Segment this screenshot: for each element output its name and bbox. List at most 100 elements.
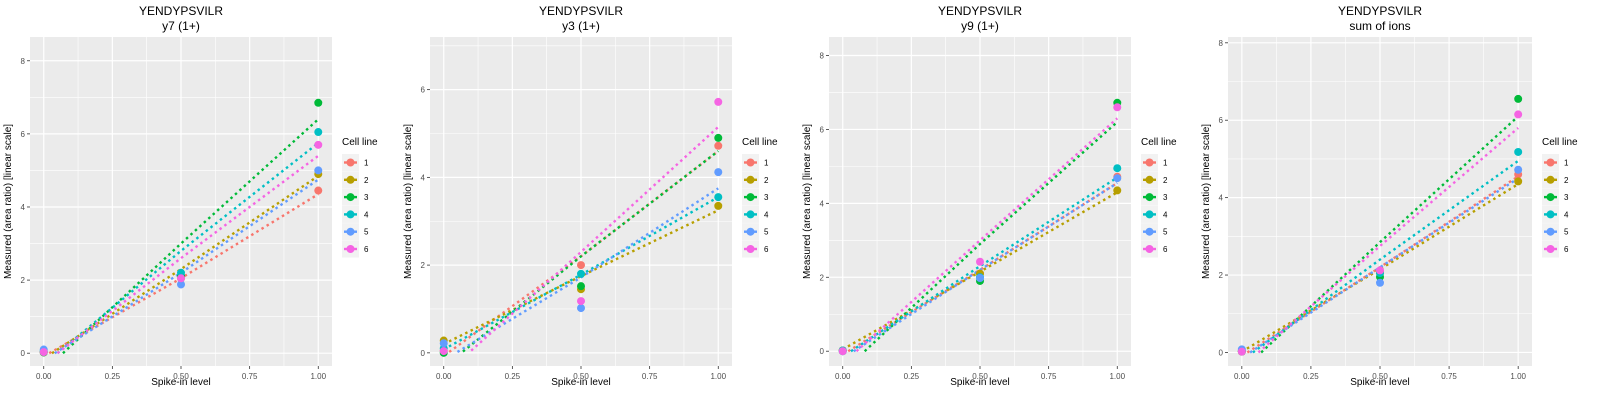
- legend-label-cell-line-2: 2: [764, 176, 769, 185]
- x-tick-label: 0.50: [972, 372, 988, 381]
- legend-key-point: [1546, 210, 1555, 219]
- legend-label-cell-line-3: 3: [364, 193, 369, 202]
- data-point-cell-line-3: [1514, 94, 1523, 103]
- x-tick-label: 0.75: [242, 372, 258, 381]
- legend-label-cell-line-5: 5: [364, 228, 369, 237]
- y-tick-label: 8: [1219, 39, 1224, 48]
- data-point-cell-line-5: [1376, 278, 1384, 287]
- legend-key-point: [1546, 175, 1555, 184]
- data-point-cell-line-5: [577, 304, 585, 313]
- y-tick-label: 0: [21, 349, 26, 358]
- legend-label-cell-line-6: 6: [764, 245, 769, 254]
- x-axis-label: Spike-in level: [950, 377, 1009, 388]
- legend-key-point: [1145, 227, 1154, 236]
- data-point-cell-line-4: [577, 269, 585, 278]
- legend-key-point: [746, 175, 755, 184]
- x-tick-label: 0.50: [173, 372, 189, 381]
- data-point-cell-line-6: [1113, 103, 1122, 112]
- legend-key-point: [746, 193, 755, 202]
- legend-key-point: [1546, 245, 1555, 253]
- y-tick-label: 2: [1219, 271, 1224, 280]
- legend-key-point: [746, 210, 755, 219]
- legend-title: Cell line: [1542, 137, 1578, 148]
- data-point-cell-line-6: [39, 348, 48, 357]
- legend-key-point: [1145, 245, 1154, 253]
- legend-label-cell-line-1: 1: [1163, 159, 1168, 168]
- x-tick-label: 1.00: [1510, 372, 1526, 381]
- fit-line-cell-line-5: [54, 178, 319, 355]
- legend-label-cell-line-1: 1: [1564, 159, 1569, 168]
- data-point-cell-line-1: [577, 261, 585, 270]
- legend-key-point: [1145, 158, 1154, 167]
- y-tick-label: 4: [21, 203, 26, 212]
- plot-marks: [1237, 94, 1523, 356]
- legend-label-cell-line-2: 2: [1163, 176, 1168, 185]
- data-point-cell-line-5: [1514, 165, 1523, 174]
- data-point-cell-line-6: [177, 274, 185, 283]
- x-tick-label: 1.00: [1109, 372, 1125, 381]
- data-point-cell-line-2: [714, 201, 723, 210]
- data-point-cell-line-3: [577, 282, 585, 291]
- legend-title: Cell line: [742, 137, 778, 148]
- legend-key-point: [346, 245, 355, 253]
- y-tick-label: 4: [820, 199, 825, 208]
- legend-label-cell-line-3: 3: [1564, 193, 1569, 202]
- legend-label-cell-line-6: 6: [1163, 245, 1168, 254]
- data-point-cell-line-6: [838, 347, 847, 356]
- fit-line-cell-line-5: [1249, 177, 1519, 354]
- data-point-cell-line-1: [714, 141, 723, 150]
- y-tick-label: 0: [820, 347, 825, 356]
- plot-marks: [439, 97, 723, 357]
- data-point-cell-line-6: [1376, 266, 1384, 275]
- x-axis-label: Spike-in level: [151, 377, 210, 388]
- x-tick-label: 0.25: [1303, 372, 1319, 381]
- legend-key-point: [1546, 193, 1555, 202]
- data-point-cell-line-5: [439, 339, 448, 348]
- fit-line-cell-line-3: [863, 121, 1119, 353]
- data-point-cell-line-4: [1113, 164, 1122, 173]
- x-tick-label: 0.50: [573, 372, 589, 381]
- x-axis-label: Spike-in level: [551, 377, 610, 388]
- legend-title: Cell line: [342, 137, 378, 148]
- y-tick-label: 6: [421, 86, 426, 95]
- legend-key-point: [1546, 158, 1555, 167]
- data-point-cell-line-5: [714, 168, 723, 177]
- legend-label-cell-line-1: 1: [764, 159, 769, 168]
- panel-4: 0.00 0.25 0.50 0.75 1.00 0 2 4 6 8 YENDYPSVILRsum …: [1201, 4, 1578, 388]
- y-axis-label: Measured (area ratio) [linear scale]: [802, 124, 813, 279]
- x-tick-label: 0.25: [904, 372, 920, 381]
- chart-subtitle: sum of ions: [1349, 19, 1410, 33]
- data-point-cell-line-6: [1514, 110, 1523, 119]
- x-tick-label: 0.75: [1041, 372, 1057, 381]
- x-tick-label: 0.25: [505, 372, 521, 381]
- y-tick-label: 2: [820, 273, 825, 282]
- legend-title: Cell line: [1141, 137, 1177, 148]
- legend-label-cell-line-2: 2: [1564, 176, 1569, 185]
- legend-key-point: [1546, 227, 1555, 236]
- y-tick-label: 2: [421, 261, 426, 270]
- x-tick-label: 0.00: [436, 372, 452, 381]
- data-point-cell-line-4: [1514, 147, 1523, 156]
- x-tick-label: 0.25: [105, 372, 121, 381]
- chart-subtitle: y9 (1+): [961, 19, 999, 33]
- x-tick-label: 0.00: [36, 372, 52, 381]
- data-point-cell-line-3: [714, 133, 723, 142]
- y-tick-label: 6: [820, 125, 825, 134]
- x-axis-label: Spike-in level: [1350, 377, 1409, 388]
- chart-title: YENDYPSVILR: [539, 4, 623, 18]
- chart-subtitle: y7 (1+): [162, 19, 200, 33]
- legend-key-point: [346, 175, 355, 184]
- fit-line-cell-line-4: [1252, 159, 1519, 354]
- data-point-cell-line-6: [314, 140, 323, 149]
- plot-marks: [838, 98, 1122, 356]
- x-tick-label: 0.00: [1234, 372, 1250, 381]
- legend-label-cell-line-6: 6: [364, 245, 369, 254]
- legend-label-cell-line-5: 5: [764, 228, 769, 237]
- data-point-cell-line-2: [1113, 186, 1122, 195]
- data-point-cell-line-5: [1113, 174, 1122, 183]
- data-point-cell-line-5: [177, 280, 185, 289]
